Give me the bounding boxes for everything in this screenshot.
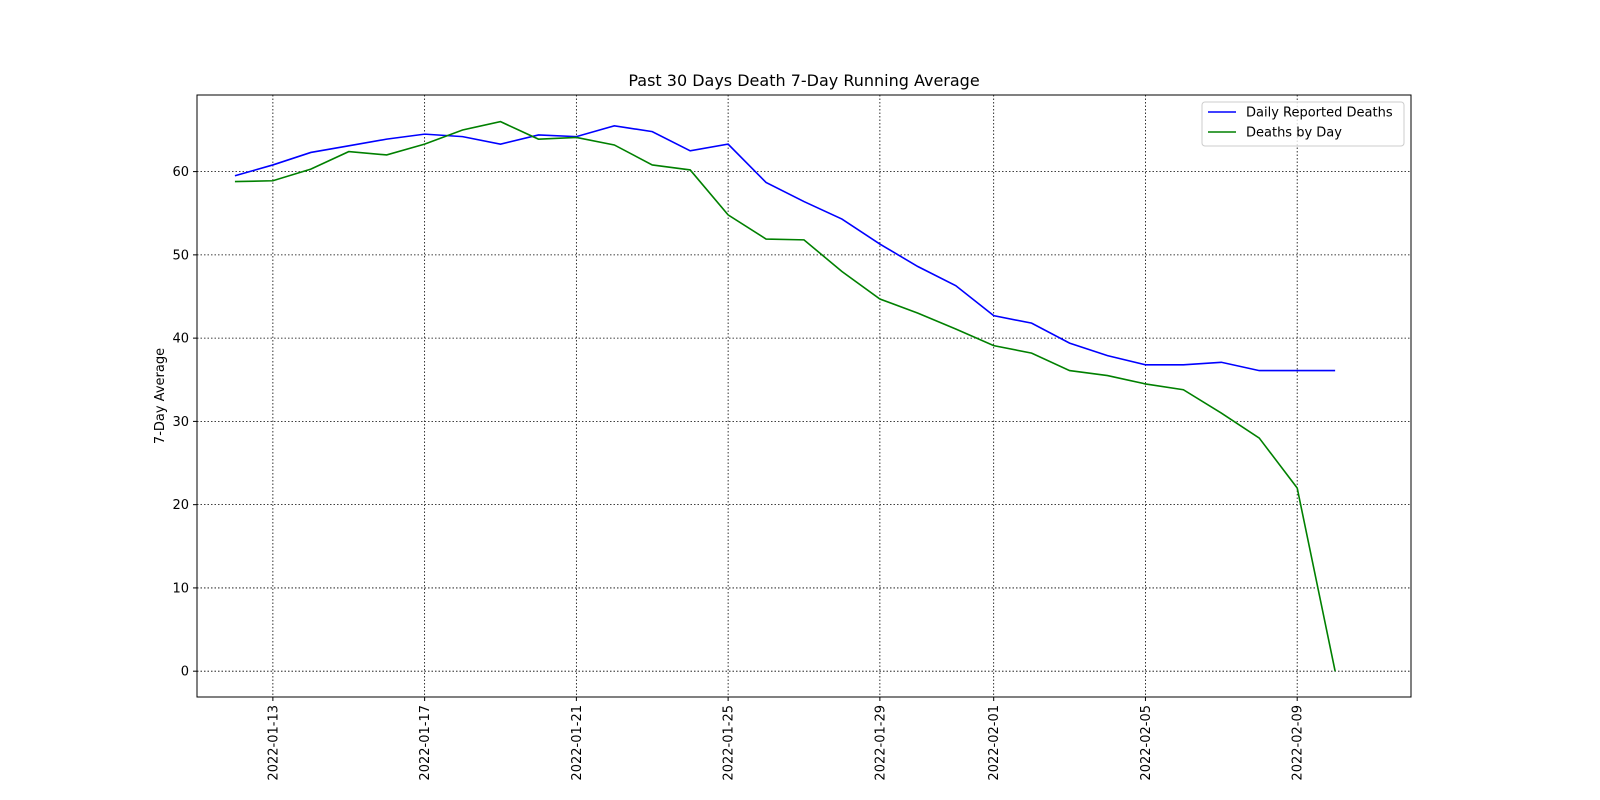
x-tick-label: 2022-01-21 [570, 705, 585, 781]
y-tick-label: 10 [172, 581, 189, 596]
chart-title: Past 30 Days Death 7-Day Running Average [628, 71, 979, 90]
x-tick-label: 2022-02-01 [987, 705, 1002, 781]
legend-box [1201, 101, 1405, 147]
y-tick-label: 60 [172, 165, 189, 180]
legend: Daily Reported Deaths Deaths by Day [1201, 101, 1405, 147]
y-tick-label: 50 [172, 248, 189, 263]
y-tick-label: 0 [181, 665, 189, 680]
y-tick-label: 30 [172, 415, 189, 430]
x-tick-label: 2022-02-05 [1139, 705, 1154, 781]
x-tick-label: 2022-01-25 [722, 705, 737, 781]
data-line [234, 120, 1336, 672]
plot-frame [196, 94, 1412, 698]
y-tick-label: 20 [172, 498, 189, 513]
x-tick-label: 2022-01-29 [873, 705, 888, 781]
x-tick-label: 2022-01-17 [418, 705, 433, 781]
x-tick-label: 2022-02-09 [1291, 705, 1306, 781]
legend-label: Deaths by Day [1246, 126, 1342, 141]
legend-label: Daily Reported Deaths [1246, 106, 1393, 121]
data-line [234, 124, 1336, 372]
y-axis-label: 7-Day Average [153, 348, 168, 444]
y-tick-label: 40 [172, 332, 189, 347]
x-tick-label: 2022-01-13 [266, 705, 281, 781]
